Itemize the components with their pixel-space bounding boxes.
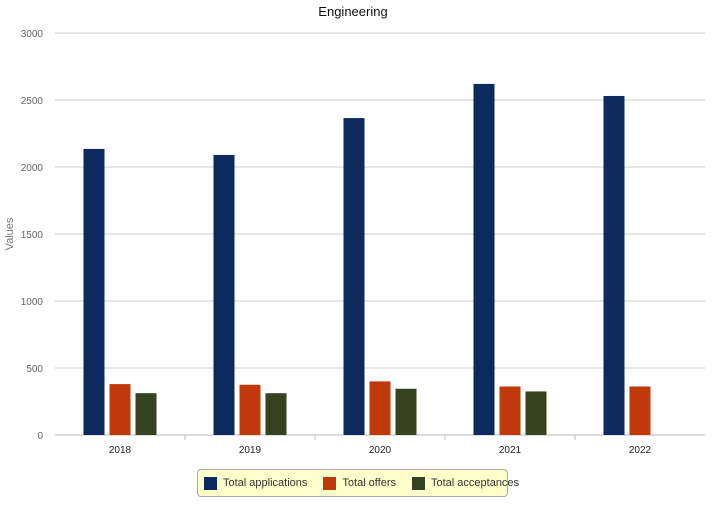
legend-swatch xyxy=(412,476,425,490)
bar-total-acceptances xyxy=(395,388,417,435)
legend-label: Total acceptances xyxy=(431,477,520,489)
legend-item: Total offers xyxy=(323,476,396,490)
legend-item: Total acceptances xyxy=(412,476,520,490)
bar-total-acceptances xyxy=(265,393,287,435)
y-tick-label: 500 xyxy=(26,364,43,375)
bar-total-offers xyxy=(499,386,521,435)
bars xyxy=(83,83,651,436)
bar-total-applications xyxy=(343,118,365,435)
x-tick-label: 2018 xyxy=(109,445,132,456)
x-tick-label: 2022 xyxy=(629,445,652,456)
bar-total-applications xyxy=(213,154,235,435)
legend-label: Total offers xyxy=(342,477,396,489)
bar-total-offers xyxy=(109,384,131,435)
x-tick-label: 2021 xyxy=(499,445,522,456)
gridlines xyxy=(55,32,705,440)
y-axis-label: Values xyxy=(4,217,16,250)
y-tick-label: 0 xyxy=(37,431,43,442)
x-tick-label: 2019 xyxy=(239,445,262,456)
legend-swatch xyxy=(204,476,217,490)
y-tick-label: 1500 xyxy=(21,230,44,241)
legend-item: Total applications xyxy=(204,476,308,490)
y-tick-label: 2000 xyxy=(21,163,44,174)
bar-total-offers xyxy=(629,386,651,435)
x-tick-labels: 2018 2019 2020 2021 2022 xyxy=(109,445,652,456)
bar-total-applications xyxy=(83,148,105,435)
bar-total-applications xyxy=(603,95,625,435)
y-tick-label: 1000 xyxy=(21,297,44,308)
bar-total-acceptances xyxy=(135,393,157,435)
y-tick-labels: 0 500 1000 1500 2000 2500 3000 xyxy=(21,29,44,442)
bar-total-applications xyxy=(473,83,495,436)
y-tick-label: 2500 xyxy=(21,96,44,107)
legend-label: Total applications xyxy=(223,477,308,489)
bar-total-acceptances xyxy=(525,391,547,435)
bar-total-offers xyxy=(239,384,261,435)
legend-swatch xyxy=(323,476,337,490)
bar-total-offers xyxy=(369,381,391,435)
legend: Total applications Total offers Total acce… xyxy=(197,469,519,497)
chart-title: Engineering xyxy=(318,4,387,19)
y-tick-label: 3000 xyxy=(21,29,44,40)
x-tick-label: 2020 xyxy=(369,445,392,456)
